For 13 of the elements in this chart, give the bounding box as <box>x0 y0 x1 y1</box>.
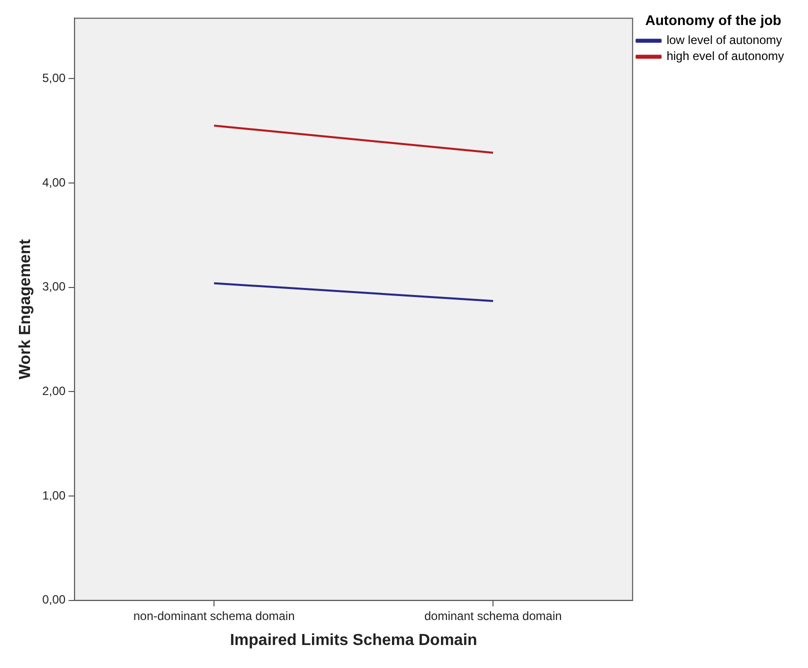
y-tick-label: 3,00 <box>42 280 66 294</box>
legend-label: high evel of autonomy <box>666 49 784 64</box>
y-tick-label: 4,00 <box>42 175 66 190</box>
y-axis-title: Work Engagement <box>17 238 34 380</box>
y-tick-label: 2,00 <box>42 384 66 398</box>
legend-title: Autonomy of the job <box>645 12 782 28</box>
x-tick-label: non-dominant schema domain <box>133 608 295 623</box>
y-tick-label: 5,00 <box>42 71 66 86</box>
x-axis-title: Impaired Limits Schema Domain <box>230 632 478 649</box>
y-tick-label: 0,00 <box>42 592 66 607</box>
y-tick-label: 1,00 <box>42 488 66 502</box>
x-tick-label: dominant schema domain <box>424 608 562 623</box>
legend-label: low level of autonomy <box>666 33 782 48</box>
